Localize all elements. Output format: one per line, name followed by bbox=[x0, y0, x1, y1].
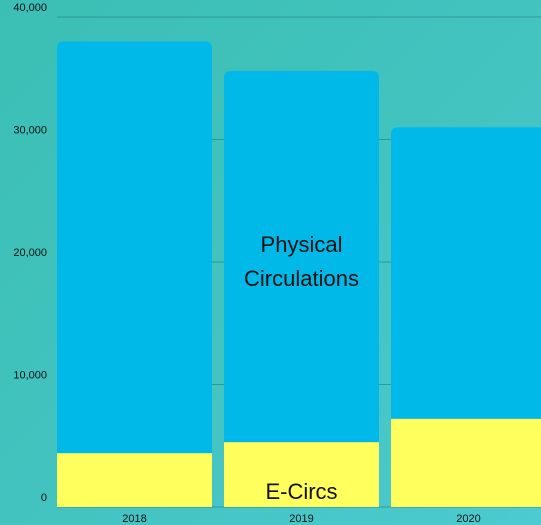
y-tick-label: 0 bbox=[41, 492, 47, 504]
y-tick-label: 20,000 bbox=[13, 247, 47, 259]
y-tick-label: 40,000 bbox=[13, 2, 47, 14]
bar-segment bbox=[224, 442, 379, 507]
y-tick-label: 30,000 bbox=[13, 124, 47, 136]
y-tick-label: 10,000 bbox=[13, 369, 47, 381]
bar-segment bbox=[57, 453, 212, 507]
bar-segment bbox=[57, 41, 212, 454]
bar-segment bbox=[391, 418, 541, 507]
series-label: E-Circs bbox=[265, 479, 338, 504]
x-tick-label: 2018 bbox=[122, 513, 146, 525]
x-tick-label: 2020 bbox=[456, 513, 480, 525]
bar-segment bbox=[391, 127, 541, 419]
x-tick-label: 2019 bbox=[289, 513, 313, 525]
series-label: Physical Circulations bbox=[244, 232, 359, 292]
bar-segment bbox=[224, 70, 379, 443]
